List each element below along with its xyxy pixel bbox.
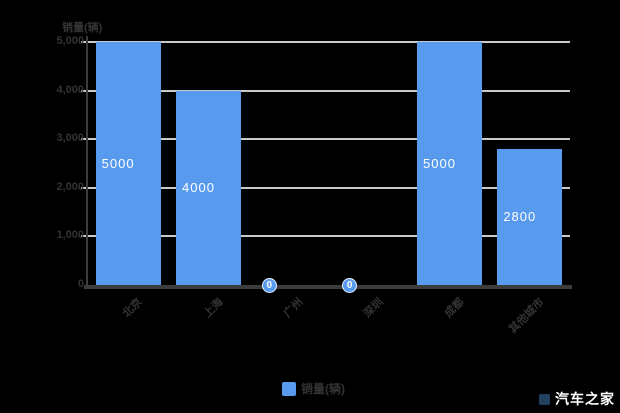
y-axis-title: 销量(辆) — [62, 22, 103, 34]
watermark: 汽车之家 — [539, 389, 615, 409]
y-axis-line — [86, 36, 88, 289]
x-axis-label: 深圳 — [361, 296, 386, 321]
x-axis-label: 其他城市 — [506, 296, 547, 336]
x-axis-label: 上海 — [201, 296, 226, 321]
autohome-logo-icon — [539, 393, 550, 405]
y-axis-tick-label: 2,000 — [56, 180, 84, 193]
bar[interactable]: 5000 — [95, 42, 161, 285]
legend-swatch-icon — [282, 381, 296, 396]
x-axis-label: 北京 — [120, 296, 145, 321]
bar-value-label: 5000 — [101, 156, 135, 171]
gridline — [81, 41, 570, 43]
bar[interactable]: 5000 — [417, 42, 482, 285]
y-axis-tick-label: 1,000 — [56, 229, 84, 242]
bar-value-label: 2800 — [503, 209, 537, 225]
legend-item[interactable]: 销量(辆) — [282, 380, 345, 397]
bar[interactable]: 4000 — [176, 90, 241, 285]
y-axis-tick-label: 4,000 — [56, 83, 84, 96]
legend-label: 销量(辆) — [301, 382, 345, 396]
x-axis-line — [84, 285, 572, 289]
bar-value-label: 5000 — [423, 156, 456, 171]
zero-data-point[interactable]: 0 — [261, 278, 277, 293]
y-axis-tick-label: 0 — [77, 278, 84, 290]
y-axis-tick-label: 5,000 — [56, 35, 84, 47]
watermark-text: 汽车之家 — [555, 391, 615, 407]
x-axis-label: 成都 — [442, 296, 467, 321]
y-axis-tick-label: 3,000 — [56, 132, 84, 145]
gridline — [81, 186, 570, 189]
gridline — [81, 138, 570, 141]
gridline — [81, 89, 570, 92]
gridline — [81, 235, 570, 238]
zero-data-point[interactable]: 0 — [342, 278, 358, 293]
x-axis-label: 广州 — [281, 296, 306, 321]
bar[interactable]: 2800 — [497, 148, 563, 285]
bar-value-label: 4000 — [182, 180, 215, 196]
